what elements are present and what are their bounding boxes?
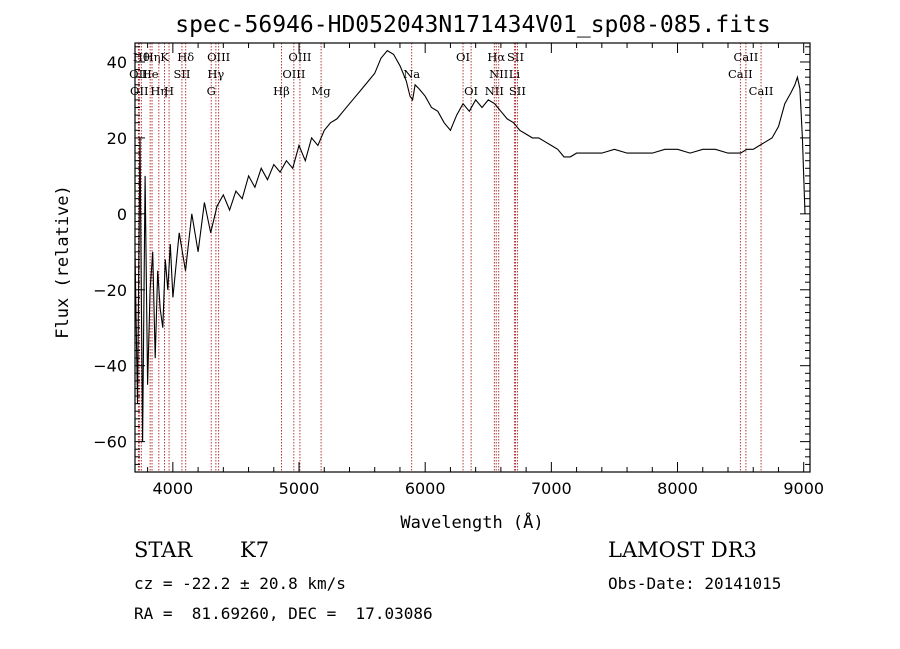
marker-label-19: OI bbox=[464, 84, 478, 98]
marker-label-21: Hα bbox=[487, 50, 505, 64]
x-tick-label-3: 7000 bbox=[531, 479, 572, 498]
marker-label-28: CaII bbox=[749, 84, 774, 98]
survey-name: LAMOST DR3 bbox=[608, 538, 757, 562]
axes: 4000 5000 6000 7000 8000 9000 −60 −40 −20 0 20 40 bbox=[93, 42, 824, 498]
y-tick-label-5: 40 bbox=[107, 53, 127, 72]
y-tick-label-0: −60 bbox=[93, 433, 127, 452]
marker-label-23: Li bbox=[509, 67, 521, 81]
marker-label-4: He bbox=[142, 67, 159, 81]
plot-frame bbox=[134, 42, 811, 473]
spectral-line-markers: HθOIIOIIHηHeHηKHSIIHδGHγOIIIHβOIIIOIIIMg… bbox=[129, 43, 773, 472]
marker-label-10: G bbox=[207, 84, 216, 98]
x-tick-label-0: 4000 bbox=[152, 479, 193, 498]
marker-label-22: NII bbox=[489, 67, 508, 81]
marker-label-3: Hη bbox=[144, 50, 161, 64]
x-axis-label: Wavelength (Å) bbox=[400, 511, 543, 533]
redshift-text: cz = -22.2 ± 20.8 km/s bbox=[134, 574, 346, 593]
marker-label-27: CaII bbox=[734, 50, 759, 64]
marker-label-15: OIII bbox=[288, 50, 311, 64]
x-tick-label-2: 6000 bbox=[405, 479, 446, 498]
y-axis-label: Flux (relative) bbox=[53, 185, 73, 339]
y-tick-label-3: 0 bbox=[117, 205, 127, 224]
marker-label-2: OII bbox=[130, 84, 149, 98]
marker-label-26: CaII bbox=[728, 67, 753, 81]
x-tick-label-4: 8000 bbox=[657, 479, 698, 498]
x-tick-label-1: 5000 bbox=[279, 479, 320, 498]
marker-label-5: Hη bbox=[150, 84, 167, 98]
marker-label-25: SII bbox=[509, 84, 526, 98]
marker-label-8: SII bbox=[173, 67, 190, 81]
marker-label-17: Na bbox=[403, 67, 420, 81]
x-tick-label-5: 9000 bbox=[783, 479, 824, 498]
marker-label-24: SII bbox=[507, 50, 524, 64]
marker-label-16: Mg bbox=[312, 84, 332, 98]
plot-area bbox=[134, 49, 806, 442]
marker-label-18: OI bbox=[456, 50, 470, 64]
obs-date: Obs-Date: 20141015 bbox=[608, 574, 782, 593]
marker-label-1: OII bbox=[129, 67, 148, 81]
object-subclass: K7 bbox=[240, 538, 270, 562]
y-tick-label-2: −20 bbox=[93, 281, 127, 300]
y-tick-label-1: −40 bbox=[93, 357, 127, 376]
marker-label-7: H bbox=[164, 84, 174, 98]
marker-label-11: Hγ bbox=[207, 67, 224, 81]
object-class: STAR bbox=[134, 538, 193, 562]
marker-label-0: Hθ bbox=[133, 50, 150, 64]
spectrum-line bbox=[134, 49, 806, 442]
marker-label-12: OIII bbox=[207, 50, 230, 64]
y-tick-label-4: 20 bbox=[107, 129, 127, 148]
marker-label-6: K bbox=[160, 50, 169, 64]
chart-title: spec-56946-HD052043N171434V01_sp08-085.f… bbox=[175, 12, 770, 38]
marker-label-20: NII bbox=[485, 84, 504, 98]
marker-label-13: Hβ bbox=[273, 84, 290, 98]
coordinates: RA = 81.69260, DEC = 17.03086 bbox=[134, 604, 433, 623]
marker-label-9: Hδ bbox=[177, 50, 194, 64]
marker-label-14: OIII bbox=[282, 67, 305, 81]
